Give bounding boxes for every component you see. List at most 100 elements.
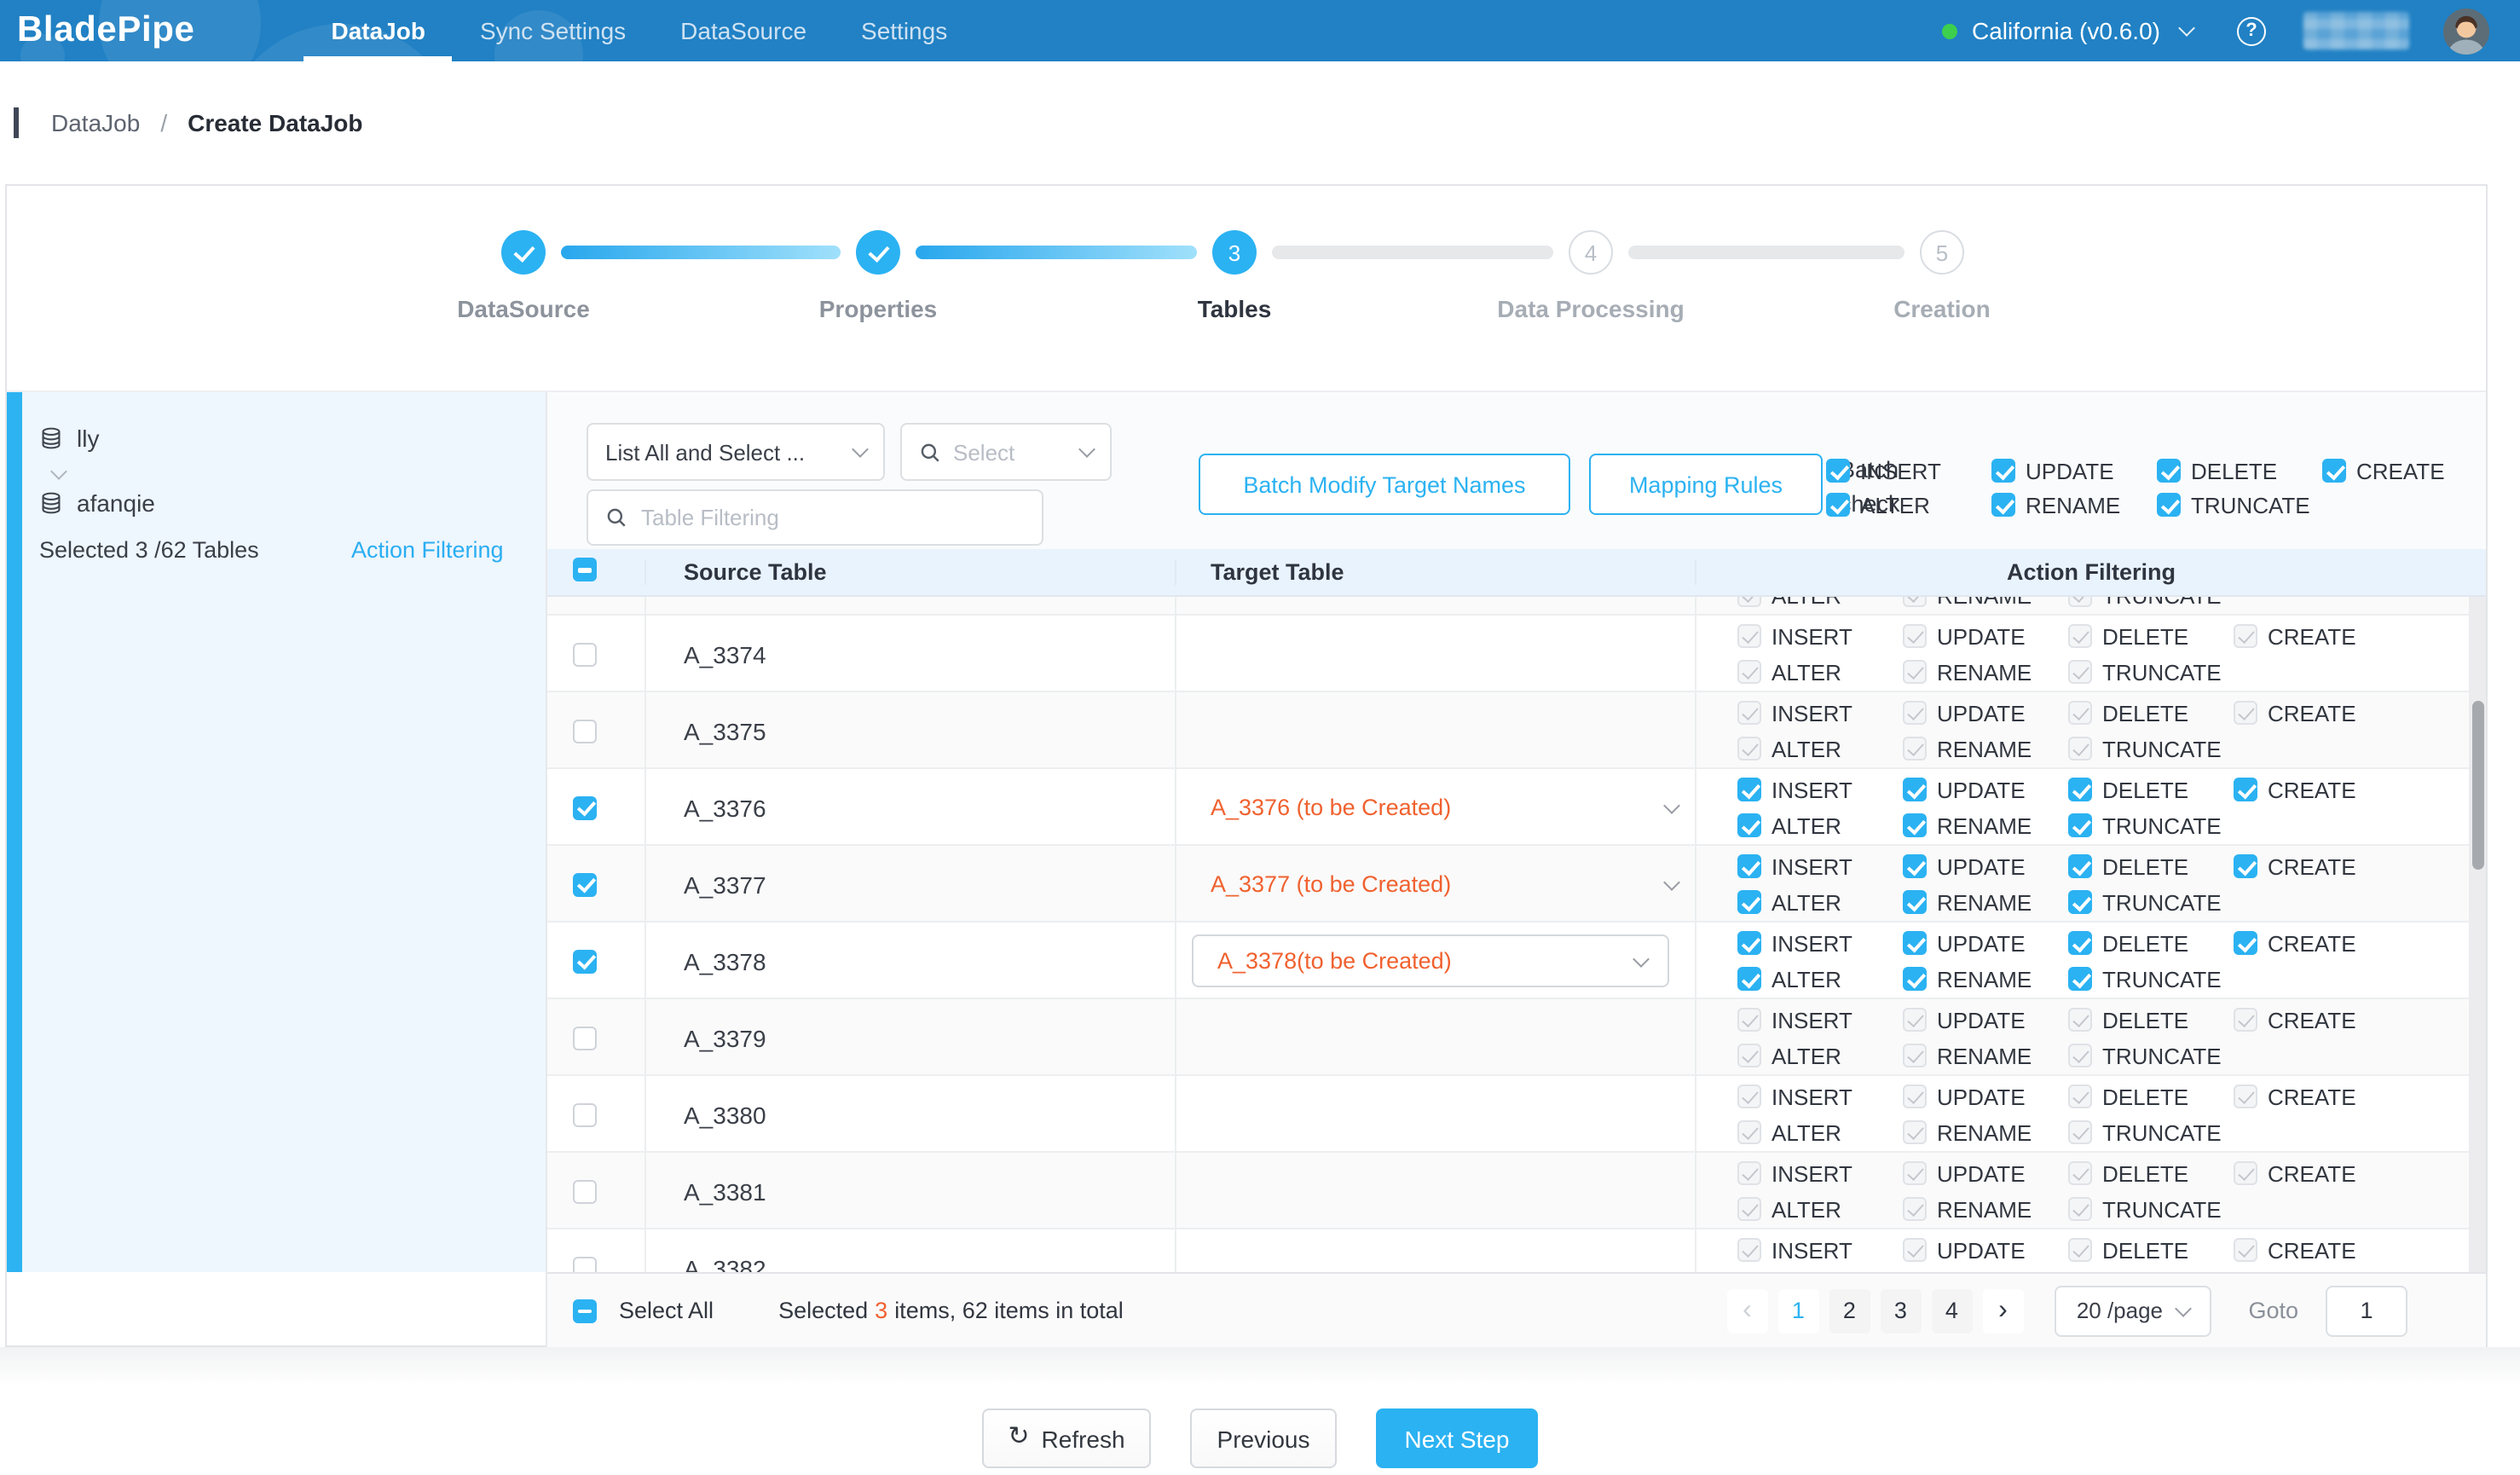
action-checkbox-rename[interactable] — [1903, 1197, 1927, 1221]
page-button-2[interactable]: 2 — [1829, 1288, 1870, 1333]
row-select-checkbox[interactable] — [573, 642, 597, 666]
action-checkbox-alter[interactable] — [1737, 813, 1761, 837]
breadcrumb-parent[interactable]: DataJob — [51, 109, 141, 136]
refresh-button[interactable]: ↻ Refresh — [982, 1408, 1151, 1468]
pagination-prev-button[interactable]: ‹ — [1726, 1288, 1768, 1333]
batch-checkbox-create[interactable] — [2322, 459, 2346, 483]
action-checkbox-truncate[interactable] — [2068, 1197, 2092, 1221]
action-checkbox-truncate[interactable] — [2068, 737, 2092, 761]
row-select-checkbox[interactable] — [573, 1102, 597, 1126]
action-checkbox-create[interactable] — [2234, 624, 2257, 648]
nav-item-sync-settings[interactable]: Sync Settings — [479, 17, 627, 44]
action-checkbox-create[interactable] — [2234, 854, 2257, 878]
next-step-button[interactable]: Next Step — [1376, 1408, 1538, 1468]
nav-item-datajob[interactable]: DataJob — [303, 0, 454, 61]
action-checkbox-update[interactable] — [1903, 624, 1927, 648]
action-checkbox-create[interactable] — [2234, 931, 2257, 955]
select-all-checkbox[interactable] — [573, 1299, 597, 1322]
action-checkbox-insert[interactable] — [1737, 778, 1761, 801]
page-button-4[interactable]: 4 — [1931, 1288, 1973, 1333]
action-checkbox-truncate[interactable] — [2068, 1120, 2092, 1144]
action-checkbox-update[interactable] — [1903, 854, 1927, 878]
action-filtering-link[interactable]: Action Filtering — [351, 536, 504, 562]
pagination-next-button[interactable]: › — [1982, 1288, 2024, 1333]
action-checkbox-alter[interactable] — [1737, 597, 1761, 607]
action-checkbox-update[interactable] — [1903, 1238, 1927, 1262]
action-checkbox-rename[interactable] — [1903, 967, 1927, 991]
action-checkbox-rename[interactable] — [1903, 1120, 1927, 1144]
action-checkbox-delete[interactable] — [2068, 778, 2092, 801]
action-checkbox-alter[interactable] — [1737, 890, 1761, 914]
action-checkbox-create[interactable] — [2234, 701, 2257, 725]
previous-button[interactable]: Previous — [1190, 1408, 1337, 1468]
action-checkbox-truncate[interactable] — [2068, 967, 2092, 991]
action-checkbox-truncate[interactable] — [2068, 660, 2092, 684]
vertical-scrollbar-track[interactable] — [2469, 597, 2486, 1272]
action-checkbox-rename[interactable] — [1903, 737, 1927, 761]
row-select-checkbox[interactable] — [573, 872, 597, 896]
target-table-select[interactable]: A_3376 (to be Created) — [1211, 795, 1695, 820]
action-checkbox-alter[interactable] — [1737, 1044, 1761, 1067]
region-selector[interactable]: California (v0.6.0) — [1972, 17, 2160, 44]
action-checkbox-truncate[interactable] — [2068, 1044, 2092, 1067]
action-checkbox-create[interactable] — [2234, 1085, 2257, 1108]
mapping-rules-button[interactable]: Mapping Rules — [1589, 454, 1823, 515]
action-checkbox-insert[interactable] — [1737, 1085, 1761, 1108]
action-checkbox-insert[interactable] — [1737, 854, 1761, 878]
vertical-scrollbar-thumb[interactable] — [2471, 701, 2483, 870]
batch-checkbox-update[interactable] — [1991, 459, 2015, 483]
schema-select[interactable]: Select — [900, 423, 1112, 481]
action-checkbox-update[interactable] — [1903, 778, 1927, 801]
action-checkbox-update[interactable] — [1903, 931, 1927, 955]
action-checkbox-create[interactable] — [2234, 1238, 2257, 1262]
action-checkbox-rename[interactable] — [1903, 813, 1927, 837]
page-button-3[interactable]: 3 — [1880, 1288, 1922, 1333]
batch-modify-target-names-button[interactable]: Batch Modify Target Names — [1199, 454, 1570, 515]
row-select-checkbox[interactable] — [573, 1179, 597, 1203]
action-checkbox-insert[interactable] — [1737, 701, 1761, 725]
batch-checkbox-alter[interactable] — [1826, 493, 1850, 517]
chevron-down-icon[interactable] — [2178, 20, 2195, 37]
row-select-checkbox[interactable] — [573, 1256, 597, 1272]
action-checkbox-alter[interactable] — [1737, 967, 1761, 991]
row-select-checkbox[interactable] — [573, 719, 597, 743]
table-filter-input[interactable] — [641, 505, 1025, 530]
action-checkbox-update[interactable] — [1903, 1085, 1927, 1108]
action-checkbox-alter[interactable] — [1737, 660, 1761, 684]
target-table-select[interactable]: A_3378(to be Created) — [1192, 934, 1669, 987]
batch-checkbox-rename[interactable] — [1991, 493, 2015, 517]
action-checkbox-alter[interactable] — [1737, 1120, 1761, 1144]
help-icon[interactable]: ? — [2237, 16, 2266, 45]
brand-logo[interactable]: BladePipe — [17, 10, 195, 49]
row-select-checkbox[interactable] — [573, 1026, 597, 1050]
action-checkbox-rename[interactable] — [1903, 890, 1927, 914]
action-checkbox-create[interactable] — [2234, 1161, 2257, 1185]
action-checkbox-delete[interactable] — [2068, 1238, 2092, 1262]
target-table-select[interactable]: A_3377 (to be Created) — [1211, 871, 1695, 897]
action-checkbox-delete[interactable] — [2068, 931, 2092, 955]
datasource-pair-panel[interactable]: lly afanqie — [7, 392, 546, 1272]
action-checkbox-insert[interactable] — [1737, 1238, 1761, 1262]
batch-checkbox-insert[interactable] — [1826, 459, 1850, 483]
list-mode-select[interactable]: List All and Select ... — [587, 423, 885, 481]
action-checkbox-create[interactable] — [2234, 1008, 2257, 1032]
action-checkbox-truncate[interactable] — [2068, 597, 2092, 607]
action-checkbox-delete[interactable] — [2068, 624, 2092, 648]
avatar[interactable] — [2443, 8, 2489, 54]
action-checkbox-create[interactable] — [2234, 778, 2257, 801]
action-checkbox-delete[interactable] — [2068, 701, 2092, 725]
batch-checkbox-delete[interactable] — [2157, 459, 2181, 483]
action-checkbox-truncate[interactable] — [2068, 813, 2092, 837]
action-checkbox-delete[interactable] — [2068, 1008, 2092, 1032]
action-checkbox-delete[interactable] — [2068, 854, 2092, 878]
batch-checkbox-truncate[interactable] — [2157, 493, 2181, 517]
nav-item-settings[interactable]: Settings — [861, 17, 948, 44]
row-select-checkbox[interactable] — [573, 795, 597, 819]
action-checkbox-alter[interactable] — [1737, 737, 1761, 761]
page-size-select[interactable]: 20 /page — [2054, 1285, 2211, 1336]
action-checkbox-rename[interactable] — [1903, 1044, 1927, 1067]
page-button-1[interactable]: 1 — [1777, 1288, 1819, 1333]
goto-page-input[interactable] — [2326, 1285, 2407, 1336]
action-checkbox-insert[interactable] — [1737, 624, 1761, 648]
action-checkbox-update[interactable] — [1903, 701, 1927, 725]
